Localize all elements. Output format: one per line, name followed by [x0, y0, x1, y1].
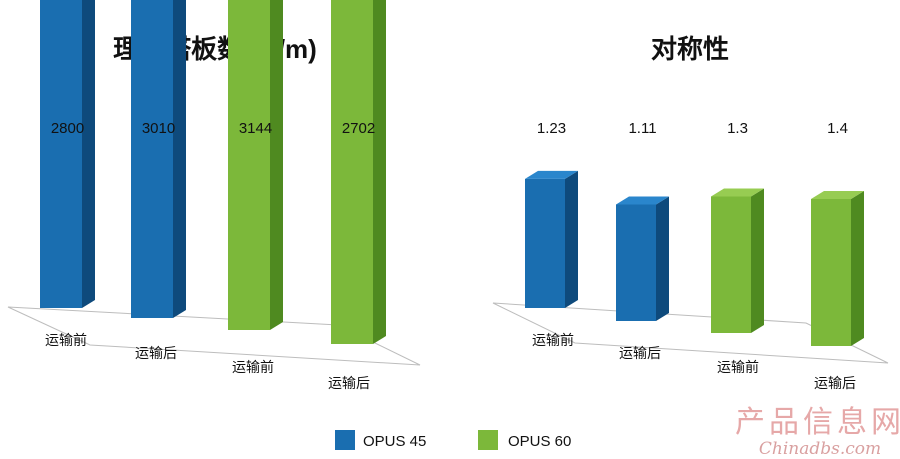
chart-1-bars: 2800 3010 3144 2702 — [40, 0, 386, 344]
bar-top-face — [811, 191, 864, 199]
legend: OPUS 45 OPUS 60 — [335, 430, 571, 450]
chart-2-bars: 1.23 1.11 1.3 1.4 — [525, 120, 864, 346]
bar-front-face — [811, 199, 851, 346]
chart-1-x-axis: 运输前 运输后 运输前 运输后 — [45, 332, 370, 391]
chart-2-data-label: 1.23 — [537, 120, 566, 137]
watermark: 产品信息网 Chinadbs.com — [735, 405, 900, 459]
chart-1-bar-3 — [228, 0, 283, 330]
bar-front-face — [616, 204, 656, 321]
chart-2-bar-4 — [811, 191, 864, 346]
chart-2-bar-1 — [525, 170, 578, 308]
bar-top-face — [616, 196, 669, 205]
chart-1-data-label: 3144 — [239, 120, 272, 137]
bar-side-face — [656, 196, 669, 321]
legend-label-opus-45: OPUS 45 — [363, 433, 426, 450]
chart-2-category-label: 运输前 — [532, 332, 574, 348]
chart-2: 对称性 1.23 1.11 1.3 1.4 运输前 运输后 运输前 运输后 — [492, 34, 889, 391]
watermark-en: Chinadbs.com — [759, 439, 881, 459]
bar-side-face — [373, 0, 386, 344]
chart-1-data-label: 3010 — [142, 120, 175, 137]
chart-1-category-label: 运输前 — [45, 332, 87, 348]
chart-1-data-label: 2800 — [51, 120, 84, 137]
bar-front-face — [40, 0, 82, 308]
chart-2-title: 对称性 — [651, 34, 729, 64]
watermark-cn: 产品信息网 — [735, 405, 900, 440]
chart-1-category-label: 运输前 — [232, 359, 274, 375]
bar-front-face — [331, 0, 373, 344]
chart-2-floor — [492, 302, 889, 364]
chart-2-x-axis: 运输前 运输后 运输前 运输后 — [532, 332, 856, 391]
bar-front-face — [525, 178, 565, 308]
chart-2-data-label: 1.4 — [827, 120, 848, 137]
bar-top-face — [711, 188, 764, 197]
chart-1-bar-2 — [131, 0, 186, 318]
bar-side-face — [82, 0, 95, 308]
chart-1-category-label: 运输后 — [328, 375, 370, 391]
chart-1-category-label: 运输后 — [135, 345, 177, 361]
legend-label-opus-60: OPUS 60 — [508, 433, 571, 450]
bar-front-face — [131, 0, 173, 318]
chart-1-bar-4 — [331, 0, 386, 344]
bar-top-face — [525, 170, 578, 179]
chart-2-data-label: 1.11 — [628, 120, 656, 137]
bar-side-face — [270, 0, 283, 330]
chart-2-category-label: 运输后 — [619, 345, 661, 361]
bar-front-face — [228, 0, 270, 330]
bar-side-face — [173, 0, 186, 318]
bar-front-face — [711, 196, 751, 333]
chart-2-category-label: 运输前 — [717, 359, 759, 375]
chart-1-data-label: 2702 — [342, 120, 375, 137]
chart-1-bar-1 — [40, 0, 95, 308]
chart-1: 理论塔板数 (N/m) 2800 3010 3144 2702 运输前 运输后 运输前… — [7, 0, 421, 391]
chart-2-data-label: 1.3 — [727, 120, 748, 137]
bar-side-face — [751, 188, 764, 333]
legend-swatch-opus-45 — [335, 430, 355, 450]
chart-2-category-label: 运输后 — [814, 375, 856, 391]
legend-swatch-opus-60 — [478, 430, 498, 450]
bar-side-face — [565, 170, 578, 308]
bar-side-face — [851, 191, 864, 346]
chart-2-bar-2 — [616, 196, 669, 321]
chart-2-bar-3 — [711, 188, 764, 333]
